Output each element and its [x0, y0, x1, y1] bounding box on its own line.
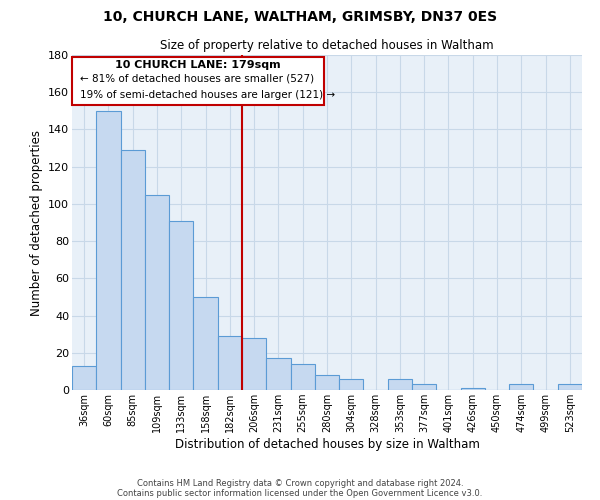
X-axis label: Distribution of detached houses by size in Waltham: Distribution of detached houses by size … [175, 438, 479, 451]
Bar [388, 379, 412, 390]
Bar [509, 384, 533, 390]
Bar [290, 364, 315, 390]
Text: Contains HM Land Registry data © Crown copyright and database right 2024.: Contains HM Land Registry data © Crown c… [137, 478, 463, 488]
Bar [121, 150, 145, 390]
Text: 10, CHURCH LANE, WALTHAM, GRIMSBY, DN37 0ES: 10, CHURCH LANE, WALTHAM, GRIMSBY, DN37 … [103, 10, 497, 24]
Y-axis label: Number of detached properties: Number of detached properties [29, 130, 43, 316]
Text: 19% of semi-detached houses are larger (121) →: 19% of semi-detached houses are larger (… [80, 90, 335, 100]
Bar [461, 388, 485, 390]
Bar [315, 375, 339, 390]
Text: ← 81% of detached houses are smaller (527): ← 81% of detached houses are smaller (52… [80, 74, 314, 84]
Bar [72, 366, 96, 390]
FancyBboxPatch shape [72, 56, 325, 106]
Bar [266, 358, 290, 390]
Bar [339, 379, 364, 390]
Bar [558, 384, 582, 390]
Bar [145, 194, 169, 390]
Text: Contains public sector information licensed under the Open Government Licence v3: Contains public sector information licen… [118, 488, 482, 498]
Bar [96, 111, 121, 390]
Bar [193, 297, 218, 390]
Bar [242, 338, 266, 390]
Text: 10 CHURCH LANE: 179sqm: 10 CHURCH LANE: 179sqm [115, 60, 281, 70]
Bar [218, 336, 242, 390]
Bar [169, 220, 193, 390]
Bar [412, 384, 436, 390]
Title: Size of property relative to detached houses in Waltham: Size of property relative to detached ho… [160, 40, 494, 52]
